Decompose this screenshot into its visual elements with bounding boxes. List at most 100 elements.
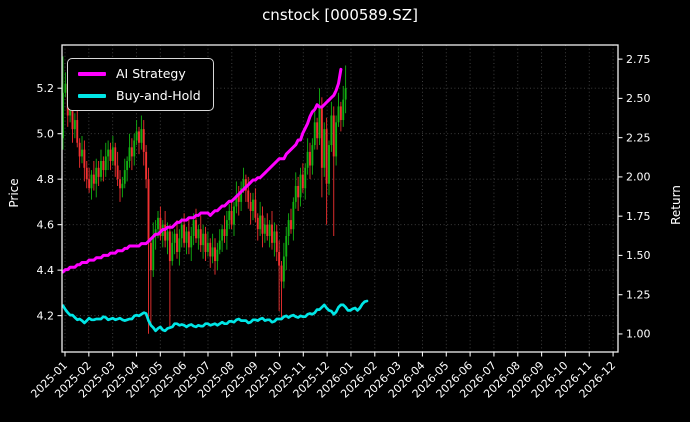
candle-down: [256, 217, 259, 230]
candle-up: [233, 206, 235, 225]
candle-up: [166, 231, 169, 241]
return-tick-label: 1.75: [626, 210, 651, 223]
candle-up: [313, 122, 316, 146]
candle-up: [206, 242, 209, 252]
candle-down: [138, 131, 140, 143]
candle-up: [323, 129, 326, 168]
candle-down: [254, 199, 257, 218]
candle-down: [297, 185, 300, 198]
legend-item-buy-and-hold: Buy-and-Hold: [78, 88, 201, 103]
candle-down: [275, 231, 278, 252]
legend-label-ai-strategy: AI Strategy: [116, 66, 186, 81]
candle-up: [107, 149, 110, 157]
candle-down: [209, 242, 212, 257]
candle-up: [133, 140, 136, 157]
candle-down: [280, 265, 283, 282]
candle-up: [268, 224, 271, 237]
candle-up: [173, 233, 176, 243]
return-tick-label: 1.25: [626, 288, 651, 301]
price-tick-label: 5.2: [37, 82, 55, 95]
candle-up: [152, 236, 155, 271]
candle-up: [100, 160, 102, 177]
candle-down: [159, 217, 162, 237]
candle-up: [259, 215, 262, 230]
return-tick-label: 2.50: [626, 92, 651, 105]
buy-and-hold-line-swatch: [78, 93, 106, 98]
candle-down: [183, 224, 186, 243]
candle-down: [168, 231, 171, 262]
candle-down: [247, 190, 250, 202]
candle-up: [178, 238, 181, 252]
candle-down: [214, 247, 216, 262]
candle-down: [237, 195, 240, 202]
candle-up: [328, 145, 330, 184]
candle-down: [130, 147, 133, 157]
candle-down: [97, 167, 100, 177]
candle-up: [235, 195, 238, 207]
candle-up: [190, 236, 193, 248]
candle-up: [64, 83, 67, 93]
candle-up: [342, 99, 345, 121]
price-tick-label: 4.8: [37, 173, 55, 186]
legend: AI Strategy Buy-and-Hold: [67, 58, 214, 111]
candle-up: [292, 201, 295, 230]
return-tick-label: 2.75: [626, 53, 651, 66]
candle-down: [114, 147, 117, 166]
candle-up: [252, 199, 254, 212]
candle-down: [145, 151, 148, 180]
candle-up: [104, 156, 107, 171]
return-tick-label: 2.25: [626, 131, 651, 144]
candle-down: [261, 215, 264, 234]
candle-down: [290, 220, 292, 230]
axis-ticks: [57, 58, 623, 357]
candle-down: [88, 179, 91, 189]
candle-up: [62, 92, 64, 139]
candle-up: [192, 220, 195, 237]
candle-up: [197, 229, 200, 239]
candle-up: [123, 170, 126, 184]
candle-up: [202, 233, 205, 246]
candle-up: [216, 249, 219, 262]
price-tick-label: 5.0: [37, 127, 55, 140]
candle-up: [90, 174, 93, 189]
chart-title: cnstock [000589.SZ]: [262, 6, 418, 24]
candle-down: [249, 201, 252, 212]
candle-down: [116, 165, 119, 180]
candle-up: [157, 217, 159, 230]
candle-down: [244, 179, 247, 191]
candle-up: [128, 147, 131, 161]
candle-down: [149, 242, 152, 271]
candle-down: [195, 220, 197, 239]
candle-down: [339, 106, 342, 121]
candle-up: [218, 240, 221, 250]
candle-down: [71, 106, 74, 130]
plot-border: [61, 44, 619, 353]
candle-down: [164, 224, 167, 241]
return-tick-label: 1.50: [626, 249, 651, 262]
candle-up: [344, 88, 347, 100]
candle-up: [311, 145, 314, 166]
candle-up: [273, 231, 276, 243]
candle-up: [240, 188, 243, 202]
candle-down: [271, 224, 273, 243]
candle-down: [176, 233, 178, 252]
candle-down: [85, 167, 88, 180]
candle-down: [78, 142, 81, 157]
candle-up: [304, 167, 307, 189]
candle-up: [171, 242, 174, 262]
candle-down: [142, 129, 145, 152]
left-axis-label: Price: [7, 178, 21, 208]
candle-up: [73, 120, 76, 130]
candle-up: [228, 211, 231, 221]
candle-up: [69, 106, 72, 116]
candle-down: [83, 149, 86, 168]
candle-up: [225, 220, 228, 237]
candle-up: [337, 106, 340, 123]
candle-down: [223, 229, 226, 237]
candle-up: [221, 229, 224, 241]
candle-down: [278, 251, 281, 266]
ai-strategy-line: [61, 67, 343, 274]
candle-up: [282, 256, 285, 282]
